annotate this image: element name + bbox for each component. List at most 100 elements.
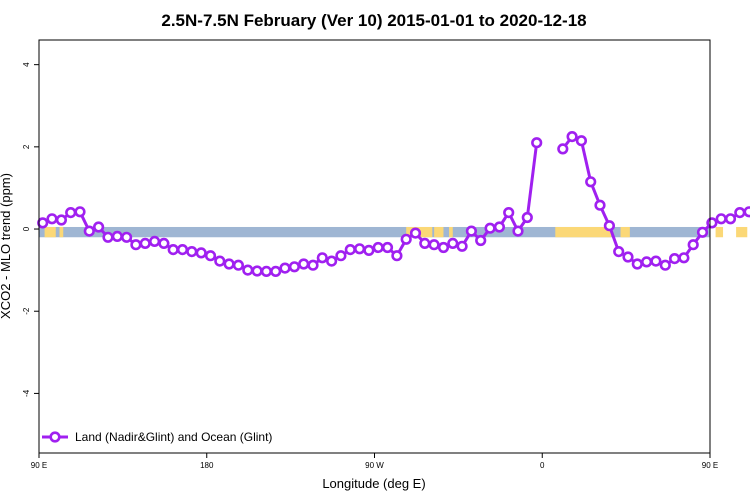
x-tick-label: 90 E: [31, 461, 47, 470]
data-point: [706, 217, 718, 229]
data-point: [186, 246, 198, 258]
x-tick-label: 90 W: [365, 461, 384, 470]
data-point: [363, 244, 375, 256]
y-axis-label: XCO2 - MLO trend (ppm): [0, 173, 13, 319]
data-point: [139, 237, 151, 249]
data-point: [456, 240, 468, 252]
data-point: [279, 262, 291, 274]
x-tick-label: 180: [200, 461, 214, 470]
series-layer: [37, 131, 750, 278]
data-point: [678, 252, 690, 264]
data-point: [326, 255, 338, 267]
data-point: [566, 131, 578, 143]
data-point: [613, 246, 625, 258]
y-tick-label: 2: [22, 144, 31, 149]
data-point: [167, 244, 179, 256]
data-point: [372, 241, 384, 254]
data-point: [603, 220, 616, 232]
data-point: [55, 214, 68, 226]
series-line: [42, 142, 539, 273]
data-point: [531, 137, 543, 149]
land-band-segment: [715, 226, 724, 238]
data-point: [465, 225, 478, 237]
data-point: [437, 241, 450, 254]
chart-title: 2.5N-7.5N February (Ver 10) 2015-01-01 t…: [161, 11, 586, 30]
data-point: [447, 237, 459, 249]
data-point: [344, 244, 356, 256]
data-point: [120, 231, 133, 243]
data-point: [557, 143, 569, 155]
ocean-band: [39, 226, 710, 238]
land-band-segment: [736, 226, 748, 238]
legend-marker-swatch: [49, 431, 61, 443]
data-point: [419, 237, 431, 249]
data-point: [74, 206, 86, 218]
land-band-segment: [555, 226, 612, 238]
data-point: [400, 233, 412, 245]
y-tick-label: -2: [22, 307, 31, 315]
data-point: [475, 234, 487, 247]
data-point: [521, 211, 533, 224]
series-line: [561, 135, 750, 267]
x-tick-label: 90 E: [702, 461, 718, 470]
data-point: [391, 250, 403, 262]
y-tick-label: 0: [22, 226, 31, 231]
data-point: [631, 258, 643, 270]
data-point: [484, 222, 496, 234]
data-point: [288, 261, 301, 273]
data-point: [335, 250, 347, 262]
data-point: [260, 265, 273, 278]
data-point: [65, 207, 77, 219]
data-point: [158, 237, 170, 249]
data-point: [298, 258, 310, 270]
data-point: [316, 252, 328, 264]
data-point: [734, 207, 746, 219]
data-point: [724, 213, 737, 225]
data-point: [381, 241, 394, 254]
land-band-segment: [620, 226, 630, 238]
y-axis: -4 -2 0 2 4: [22, 62, 39, 397]
data-point: [503, 207, 515, 219]
data-point: [83, 225, 95, 237]
data-point: [493, 221, 506, 233]
data-point: [176, 244, 189, 256]
data-point: [428, 239, 440, 251]
data-point: [242, 264, 254, 276]
data-point: [575, 135, 588, 147]
land-band-segment: [434, 226, 444, 238]
data-point: [512, 225, 524, 237]
data-point: [214, 255, 226, 267]
data-point: [594, 199, 606, 211]
data-point: [92, 221, 105, 233]
land-band-segment: [449, 226, 453, 238]
data-point: [223, 258, 235, 270]
data-point: [687, 239, 699, 251]
data-point: [270, 265, 282, 278]
data-point: [668, 253, 681, 265]
data-point: [696, 226, 709, 238]
x-axis-label: Longitude (deg E): [322, 476, 425, 491]
data-point: [354, 243, 366, 255]
legend: Land (Nadir&Glint) and Ocean (Glint): [42, 430, 272, 444]
data-point: [251, 265, 263, 277]
y-tick-label: 4: [22, 62, 31, 67]
data-point: [111, 230, 123, 242]
data-point: [37, 217, 49, 229]
data-point: [585, 176, 597, 188]
data-point: [307, 259, 319, 271]
data-point: [232, 259, 244, 271]
data-point: [659, 259, 671, 271]
data-point: [409, 227, 422, 239]
data-point: [622, 251, 634, 263]
data-point: [102, 231, 114, 243]
data-point: [715, 213, 727, 225]
data-point: [130, 239, 142, 251]
legend-label: Land (Nadir&Glint) and Ocean (Glint): [75, 430, 272, 444]
data-point: [650, 255, 662, 267]
data-point: [195, 247, 207, 259]
y-tick-label: -4: [22, 389, 31, 397]
land-band-segment: [59, 226, 64, 238]
data-point: [640, 256, 653, 268]
